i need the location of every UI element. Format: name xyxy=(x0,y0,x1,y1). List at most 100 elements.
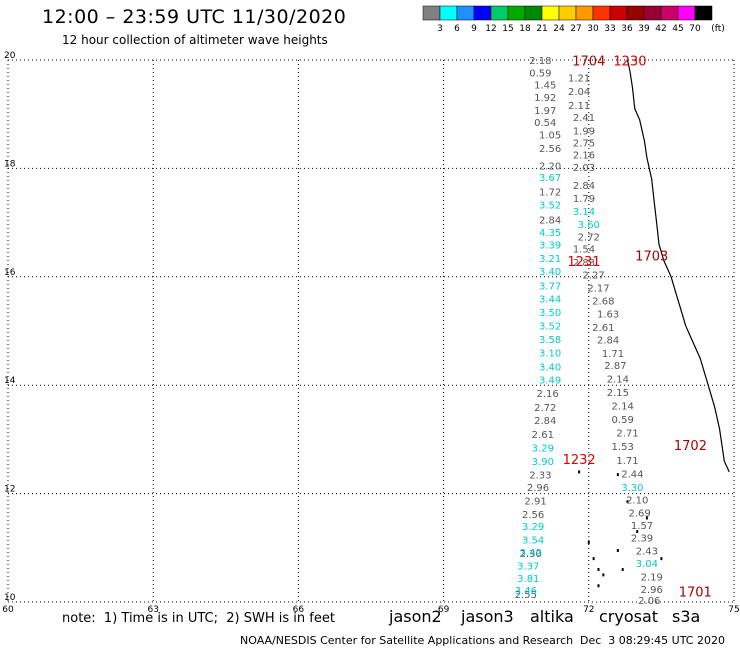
lat-lon-grid xyxy=(7,59,735,603)
swh-value: 1.21 xyxy=(568,74,590,85)
swh-value: 2.43 xyxy=(636,546,658,557)
swh-value: 3.52 xyxy=(539,201,561,212)
legend-swatch xyxy=(422,5,441,21)
swh-value: 3.50 xyxy=(539,308,561,319)
swh-value: 2.91 xyxy=(524,496,546,507)
legend-label: 15 xyxy=(502,24,513,34)
swh-value: 2.83 xyxy=(573,258,595,269)
legend-swatch xyxy=(473,5,492,21)
legend-label: 36 xyxy=(621,24,633,34)
sat-jason2: jason2 xyxy=(389,607,442,626)
swh-value: 1.97 xyxy=(534,106,556,117)
pass-time-label: 1703 xyxy=(635,250,668,265)
swh-value: 2.96 xyxy=(641,585,663,596)
coastline-path xyxy=(626,59,730,473)
axis-ticks: 60 63 66 69 72 75 20 18 16 14 12 10 xyxy=(2,51,739,615)
pass-time-label: 1704 xyxy=(572,54,605,69)
sat-cryosat: cryosat xyxy=(599,607,659,626)
swh-value: 1.79 xyxy=(573,194,595,205)
lat-tick-label: 10 xyxy=(4,593,16,603)
legend-unit: (ft) xyxy=(711,24,725,34)
island-mark xyxy=(626,500,629,504)
swh-value: 1.45 xyxy=(534,81,556,92)
legend-swatch xyxy=(626,5,645,21)
legend-swatch xyxy=(558,5,577,21)
legend-swatch xyxy=(643,5,662,21)
island-mark xyxy=(636,530,639,534)
swh-value: 2.84 xyxy=(573,181,595,192)
swh-value: 2.61 xyxy=(532,430,554,441)
wave-height-legend: 3 6 9 12 15 18 21 24 27 30 33 36 39 42 45 70 (ft) xyxy=(422,5,725,34)
lon-tick-label: 75 xyxy=(728,605,739,615)
swh-value: 2.14 xyxy=(612,402,634,413)
swh-value: 3.10 xyxy=(539,348,561,359)
legend-swatch xyxy=(609,5,628,21)
swh-value: 2.30 xyxy=(520,549,542,560)
swh-value: 2.39 xyxy=(631,533,653,544)
island-mark xyxy=(597,567,600,571)
swh-value: 3.67 xyxy=(539,173,561,184)
legend-label: 42 xyxy=(655,24,666,34)
swh-value: 2.69 xyxy=(628,508,650,519)
swh-values: 2.180.591.451.921.970.541.052.562.201.72… xyxy=(515,56,663,607)
swh-value: 2.61 xyxy=(592,323,614,334)
legend-label: 39 xyxy=(638,24,650,34)
swh-value: 2.75 xyxy=(573,139,595,150)
swh-value: 3.44 xyxy=(539,294,561,305)
pass-time-label: 1232 xyxy=(563,453,596,468)
credit-text: NOAA/NESDIS Center for Satellite Applica… xyxy=(240,634,574,647)
island-mark xyxy=(645,516,648,520)
legend-swatch xyxy=(524,5,543,21)
swh-value: 2.56 xyxy=(522,510,544,521)
swh-value: 1.99 xyxy=(573,126,595,137)
swh-value: 1.63 xyxy=(597,309,619,320)
swh-value: 2.11 xyxy=(568,101,590,112)
island-mark xyxy=(616,473,619,477)
legend-label: 6 xyxy=(454,24,460,34)
swh-value: 3.39 xyxy=(539,241,561,252)
swh-value: 3.90 xyxy=(532,457,554,468)
swh-value: 2.72 xyxy=(578,232,600,243)
swh-value: 2.20 xyxy=(539,161,561,172)
legend-label: 24 xyxy=(553,24,565,34)
legend-label: 33 xyxy=(604,24,615,34)
swh-value: 3.29 xyxy=(532,443,554,454)
pass-time-label: 1230 xyxy=(613,54,646,69)
sat-jason3: jason3 xyxy=(461,607,514,626)
pass-labels: 1704 1230 1703 1231 1702 1232 1701 xyxy=(563,54,712,600)
swh-value: 2.56 xyxy=(539,144,561,155)
legend-swatch xyxy=(660,5,679,21)
lat-tick-label: 12 xyxy=(4,485,15,495)
swh-value: 4.35 xyxy=(539,228,561,239)
swh-value: 2.68 xyxy=(592,296,614,307)
swh-value: 1.92 xyxy=(534,93,556,104)
legend-label: 70 xyxy=(689,24,701,34)
swh-value: 2.15 xyxy=(607,388,629,399)
coastline xyxy=(578,59,730,588)
swh-value: 3.30 xyxy=(621,483,643,494)
swh-value: 2.87 xyxy=(604,361,626,372)
swh-value: 1.57 xyxy=(631,521,653,532)
swh-value: 1.71 xyxy=(616,456,638,467)
swh-value: 3.42 xyxy=(520,548,542,559)
swh-value: 3.52 xyxy=(539,321,561,332)
legend-label: 45 xyxy=(672,24,683,34)
legend-swatch xyxy=(456,5,475,21)
swh-value: 2.84 xyxy=(534,416,556,427)
legend-label: 21 xyxy=(536,24,547,34)
swh-value: 3.29 xyxy=(522,522,544,533)
swh-value: 3.40 xyxy=(539,267,561,278)
legend-label: 27 xyxy=(570,24,581,34)
legend-swatch xyxy=(439,5,458,21)
lon-tick-label: 63 xyxy=(147,605,158,615)
swh-value: 2.14 xyxy=(607,374,629,385)
lat-tick-label: 16 xyxy=(4,268,16,278)
legend-label: 30 xyxy=(587,24,599,34)
legend-swatch xyxy=(541,5,560,21)
swh-value: 2.41 xyxy=(573,113,595,124)
lon-tick-label: 60 xyxy=(2,605,14,615)
swh-value: 0.59 xyxy=(529,68,551,79)
pass-time-label: 1231 xyxy=(567,255,600,270)
sat-s3a: s3a xyxy=(672,607,701,626)
